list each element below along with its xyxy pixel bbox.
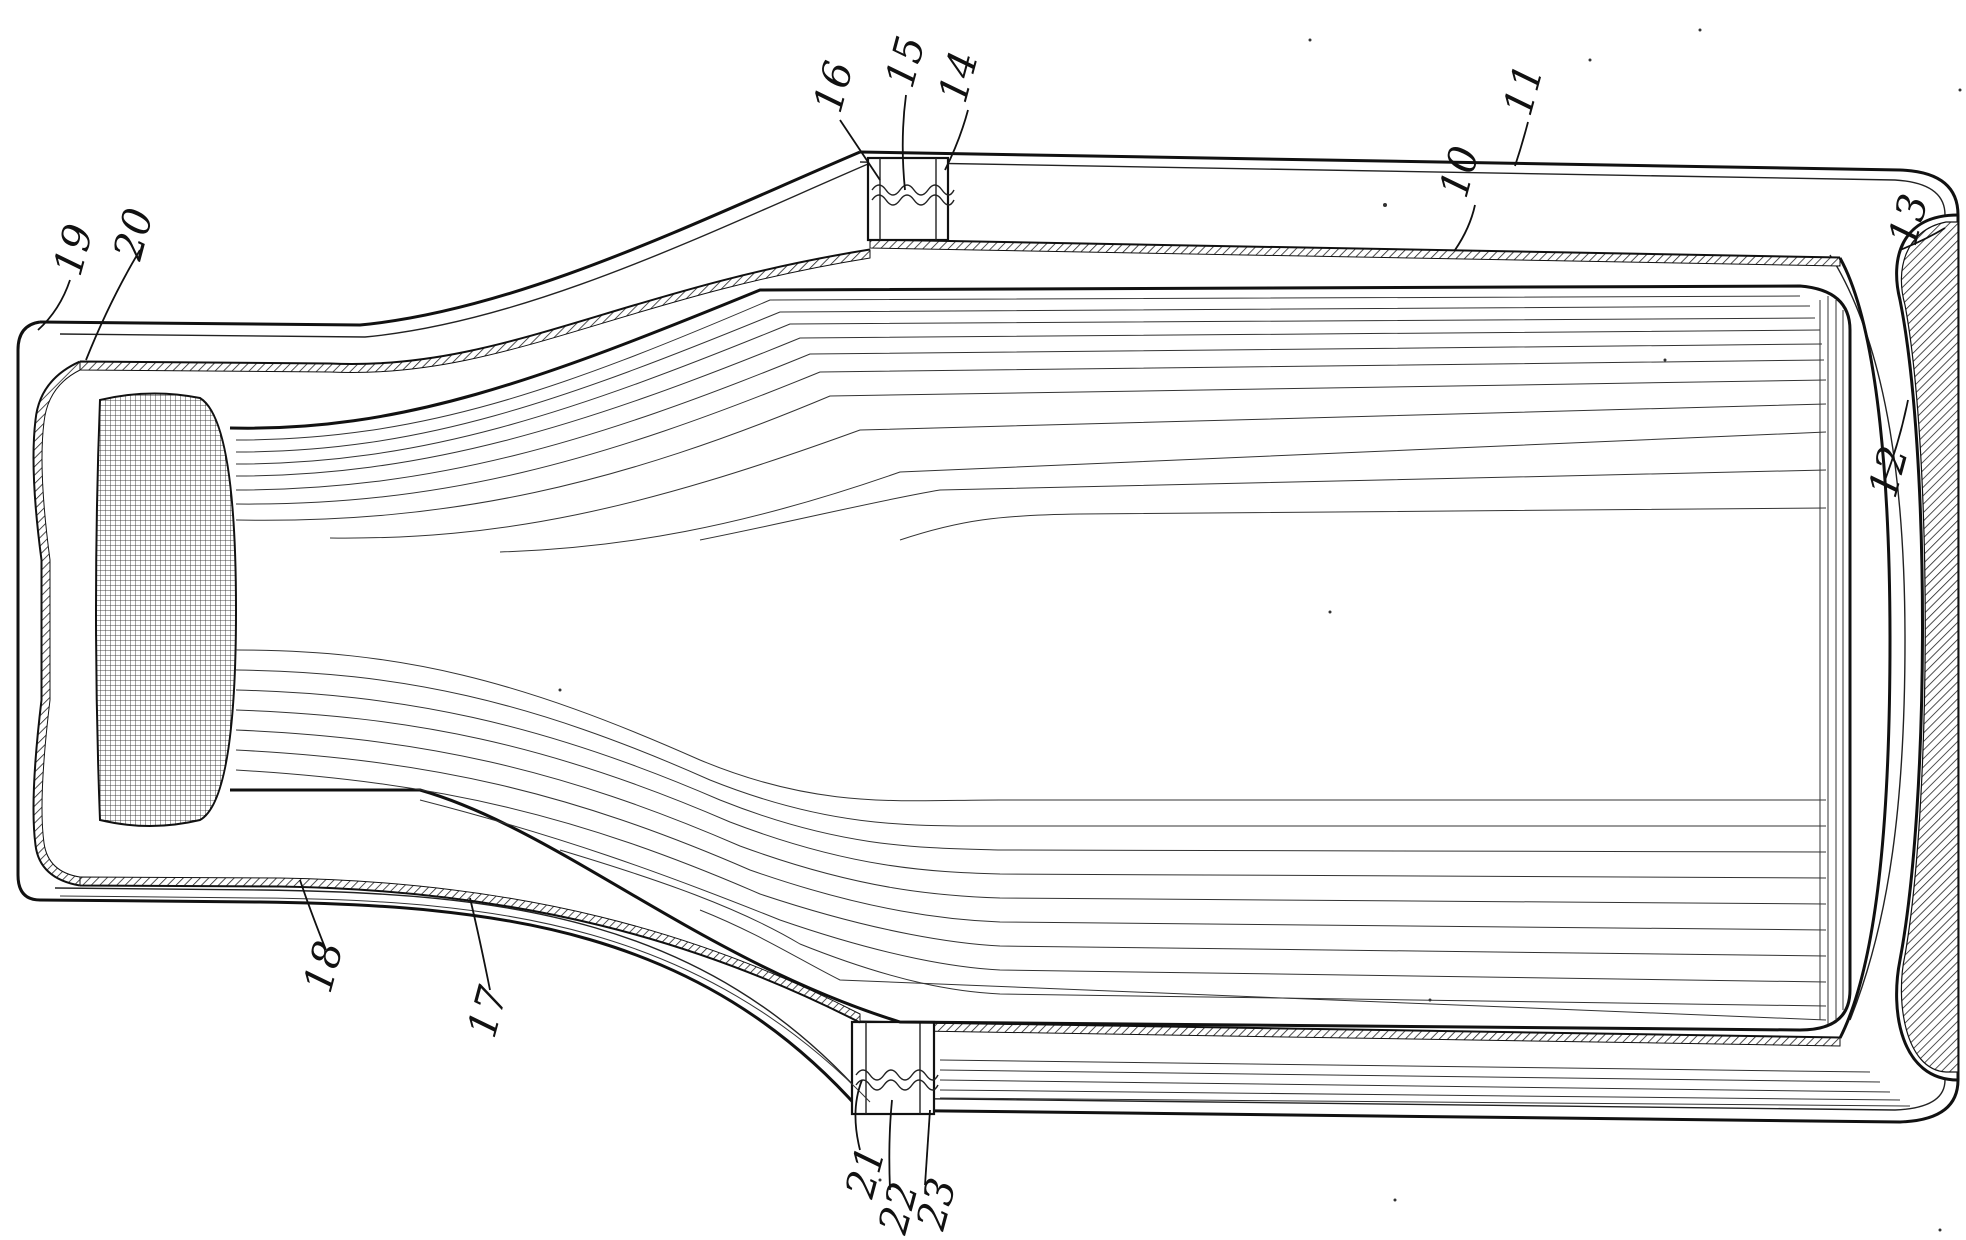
leader-11 xyxy=(1514,121,1529,167)
outer-casing-lower-shading xyxy=(59,895,1911,1107)
end-cap-dome-outer xyxy=(1895,213,1959,1082)
bottle-shading-bottom xyxy=(235,649,1827,1021)
end-cap-dome-section xyxy=(1900,221,1959,1073)
bottle-mouth xyxy=(95,392,238,827)
bottom-seal-corrugation xyxy=(855,1069,939,1081)
ref-label-19: 19 xyxy=(45,220,103,281)
bottle-body-outline xyxy=(229,284,1852,1032)
leader-lines xyxy=(37,94,1946,1191)
leader-15 xyxy=(901,94,907,191)
top-seal-corrugation xyxy=(871,184,955,196)
ref-label-16: 16 xyxy=(805,57,863,118)
bottom-seal-assembly xyxy=(850,1020,939,1116)
outer-casing-top-shoulder xyxy=(39,150,861,327)
leader-20 xyxy=(85,249,141,361)
ref-label-20: 20 xyxy=(105,204,163,266)
scan-specks xyxy=(558,28,1962,1232)
bottom-seal-housing xyxy=(850,1020,936,1116)
end-cap xyxy=(1829,213,1959,1082)
ref-label-10: 10 xyxy=(1431,142,1489,203)
outer-casing-top-shoulder-inner xyxy=(59,163,869,338)
inner-bottle xyxy=(32,248,1852,1032)
top-seal-assembly xyxy=(866,156,955,242)
outer-casing-top-wall-inner xyxy=(859,161,1946,216)
bottle-shading-top xyxy=(235,295,1827,553)
outer-casing-left-end xyxy=(16,320,41,902)
outer-casing xyxy=(16,150,1960,1124)
leader-14 xyxy=(944,109,969,171)
top-seal-corrugation-2 xyxy=(871,194,955,206)
ref-label-15: 15 xyxy=(877,32,935,93)
leader-21 xyxy=(854,1079,863,1151)
top-seal-housing xyxy=(866,156,950,242)
inner-shell xyxy=(859,238,1892,1047)
ref-label-11: 11 xyxy=(1495,60,1553,121)
leader-10 xyxy=(1454,204,1476,251)
leader-22 xyxy=(888,1099,893,1191)
bottle-wall-top-section xyxy=(79,249,871,374)
bottom-seal-corrugation-2 xyxy=(855,1079,939,1091)
bottle-closure-left-section xyxy=(33,361,81,886)
reference-numerals: 10 11 12 13 14 15 16 17 18 19 20 21 22 2… xyxy=(45,32,1938,1240)
leader-23 xyxy=(924,1109,931,1186)
ref-label-14: 14 xyxy=(930,47,988,108)
leader-19 xyxy=(37,279,71,331)
end-cap-inner-curve xyxy=(1829,254,1906,1021)
ref-label-12: 12 xyxy=(1860,442,1918,503)
outer-casing-bottom-wall xyxy=(39,898,1960,1124)
leader-16 xyxy=(839,119,881,181)
outer-casing-top-wall xyxy=(859,150,1960,216)
inner-shell-right-end xyxy=(1838,257,1892,1039)
ref-label-17: 17 xyxy=(459,981,517,1043)
ref-label-18: 18 xyxy=(295,937,353,998)
bottle-wall-bottom-section xyxy=(79,876,861,1023)
bottle-shading-right-end xyxy=(1819,296,1844,1024)
leader-17 xyxy=(469,897,491,991)
bottle-wall-top xyxy=(79,248,871,367)
inner-shell-top-wall-section xyxy=(869,239,1841,267)
leader-18 xyxy=(299,879,327,951)
leader-13 xyxy=(1899,227,1946,251)
outer-casing-bottom-wall-inner xyxy=(54,887,1946,1111)
leader-12 xyxy=(1884,399,1909,481)
